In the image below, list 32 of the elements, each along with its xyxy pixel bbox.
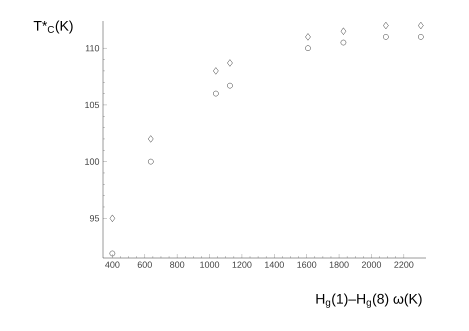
point (305, 45, 311, 52)
point (213, 90, 219, 96)
x-tick-label: 1200 (232, 262, 252, 268)
y-tick-label: 95 (90, 215, 100, 222)
y-axis-title: T*$_{C}$(K) (34, 20, 73, 34)
point (305, 33, 311, 40)
point (340, 40, 346, 46)
x-tick-label: 600 (138, 262, 152, 268)
y-tick-label: 110 (86, 45, 100, 52)
x-tick-label: 1600 (297, 262, 316, 268)
x-tick-label: 1400 (265, 262, 284, 268)
x-tick-label: 400 (105, 262, 120, 268)
point (148, 158, 154, 164)
point (227, 82, 233, 88)
point (148, 135, 154, 143)
y-tick-label: 105 (85, 102, 100, 108)
x-axis-title: H$_{g}$(1)–H$_{g}$(8) ω(K) (316, 294, 422, 308)
x-tick-label: 2000 (362, 262, 382, 268)
x-tick-label: 1800 (330, 262, 349, 268)
x-tick-label: 2200 (394, 262, 414, 268)
point (110, 214, 116, 222)
point (418, 22, 424, 30)
point (418, 34, 424, 40)
point (383, 22, 389, 30)
point (110, 250, 116, 256)
point (383, 34, 389, 40)
y-tick-label: 100 (85, 158, 100, 165)
point (227, 59, 233, 67)
x-tick-label: 1000 (200, 262, 220, 268)
point (213, 67, 219, 74)
x-tick-label: 800 (170, 262, 184, 268)
point (340, 28, 346, 35)
